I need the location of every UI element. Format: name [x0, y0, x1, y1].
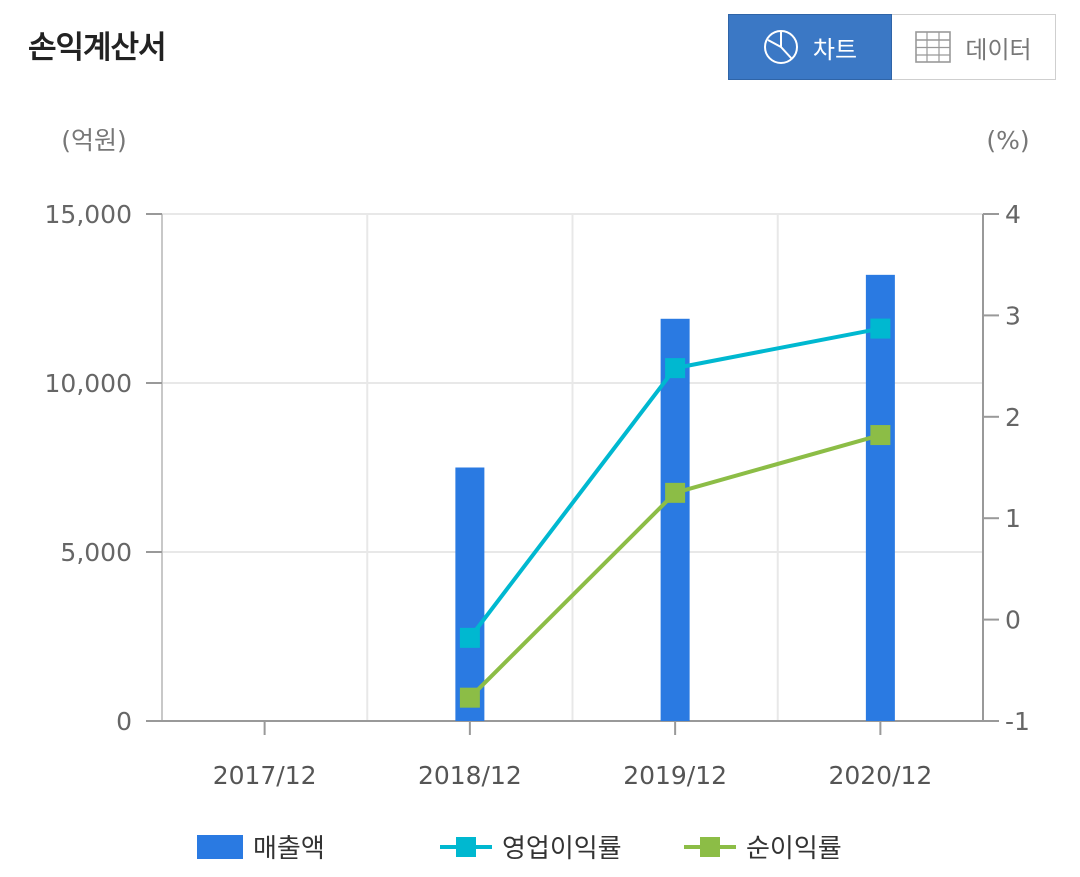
legend-item-operating-margin[interactable]: 영업이익률 — [440, 828, 622, 865]
left-tick-label: 15,000 — [45, 200, 132, 229]
table-grid-icon — [915, 31, 952, 63]
view-toggle: 차트 데이터 — [728, 14, 1056, 80]
left-tick-label: 10,000 — [45, 369, 132, 398]
chart-view-label: 차트 — [812, 35, 858, 64]
chart-legend: 매출액 영업이익률 순이익률 — [0, 828, 1080, 872]
left-tick-label: 0 — [116, 707, 132, 736]
pie-chart-icon — [763, 30, 798, 64]
chart-view-button[interactable]: 차트 — [728, 14, 892, 80]
x-tick-label: 2017/12 — [213, 761, 317, 790]
legend-label-operating-margin: 영업이익률 — [502, 834, 622, 864]
point-operating-margin — [870, 318, 891, 339]
right-tick-label: 0 — [1005, 606, 1021, 635]
page-title: 손익계산서 — [28, 30, 167, 66]
legend-swatch-net-margin — [684, 836, 736, 857]
right-tick-label: 2 — [1005, 403, 1021, 432]
left-tick-label: 5,000 — [60, 538, 132, 567]
point-operating-margin — [459, 627, 480, 648]
x-tick-label: 2018/12 — [418, 761, 522, 790]
x-tick-label: 2020/12 — [828, 761, 932, 790]
legend-swatch-revenue — [197, 834, 243, 859]
point-net-margin — [459, 687, 480, 708]
right-tick-label: 3 — [1005, 301, 1021, 330]
right-tick-label: 1 — [1005, 504, 1021, 533]
point-net-margin — [665, 482, 686, 503]
legend-item-revenue[interactable]: 매출액 — [197, 828, 325, 865]
legend-swatch-operating-margin — [440, 836, 492, 857]
right-tick-label: -1 — [1005, 707, 1030, 736]
legend-label-net-margin: 순이익률 — [746, 834, 842, 864]
bar-revenue — [455, 467, 485, 721]
bar-revenue — [865, 274, 895, 721]
legend-item-net-margin[interactable]: 순이익률 — [684, 828, 842, 865]
data-view-label: 데이터 — [965, 35, 1032, 64]
legend-label-revenue: 매출액 — [253, 834, 325, 864]
right-axis-title: (%) — [986, 126, 1029, 155]
bar-revenue — [660, 318, 690, 721]
right-tick-label: 4 — [1005, 200, 1021, 229]
x-tick-label: 2019/12 — [623, 761, 727, 790]
point-net-margin — [870, 425, 891, 446]
data-view-button[interactable]: 데이터 — [892, 14, 1056, 80]
point-operating-margin — [665, 358, 686, 379]
left-axis-title: (억원) — [61, 126, 127, 155]
